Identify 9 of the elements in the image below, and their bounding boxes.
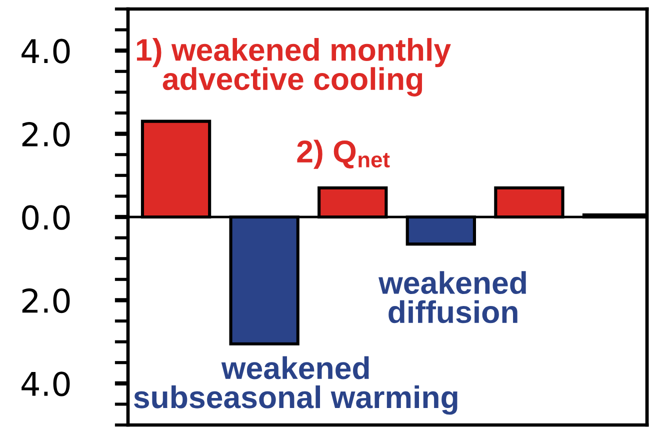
- annotation: 2) Q$_{net}$: [297, 140, 390, 169]
- y-tick-label: 0.0: [22, 205, 70, 230]
- y-tick-label: 4.0: [22, 38, 70, 64]
- y-tick-label: 4.0: [22, 372, 70, 396]
- annotation: 1) weakened monthly advective cooling: [136, 38, 451, 96]
- y-tick-label: 2.0: [22, 288, 70, 314]
- annotation: weakened subseasonal warming: [134, 356, 458, 415]
- y-tick-label: 2.0: [22, 122, 70, 147]
- annotation: weakened diffusion: [378, 271, 526, 324]
